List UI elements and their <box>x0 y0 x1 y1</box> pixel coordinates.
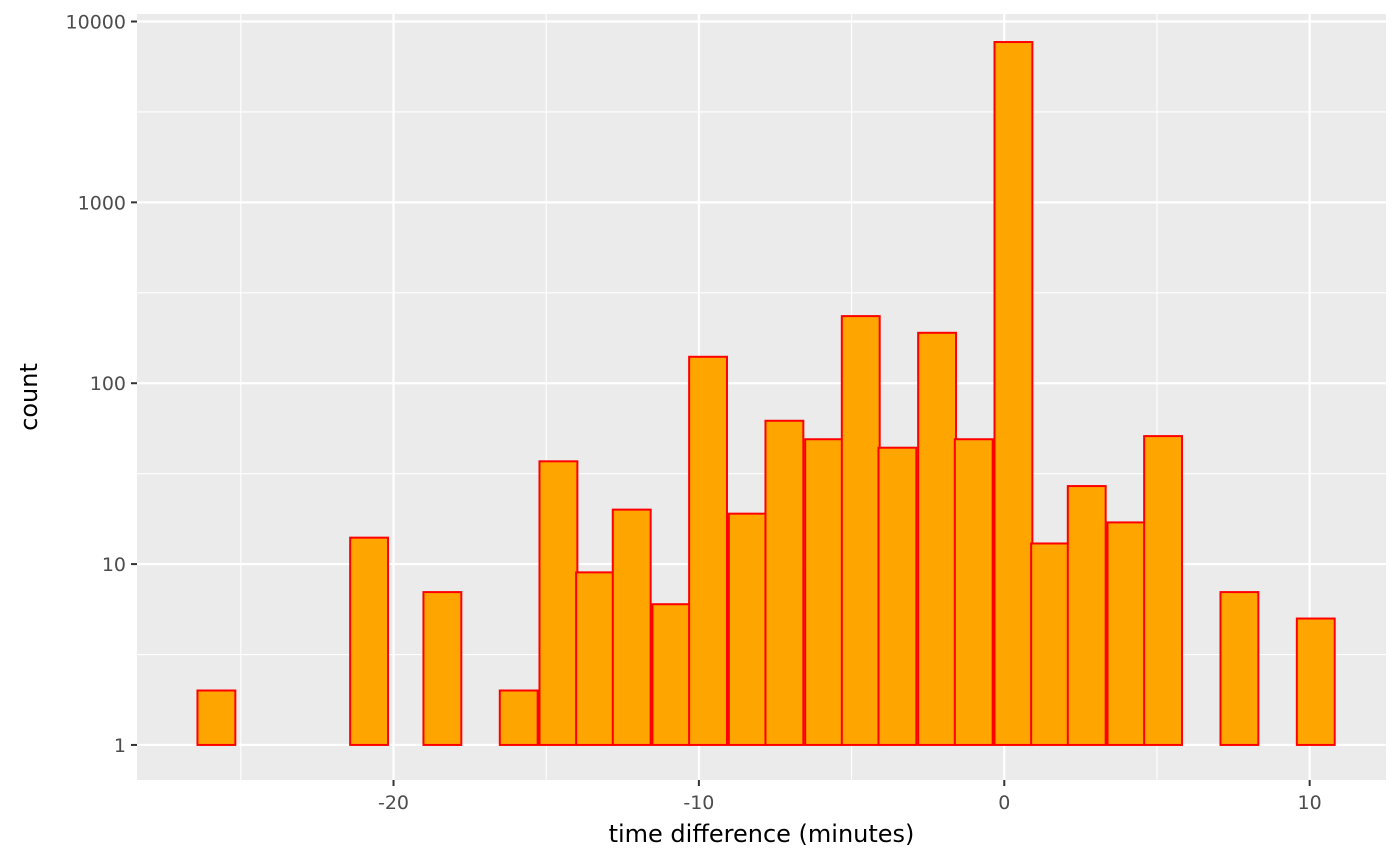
histogram-bar <box>1066 485 1107 746</box>
y-axis-title: count <box>15 363 43 431</box>
histogram-bar <box>498 689 539 746</box>
y-tick-label: 10000 <box>66 11 126 33</box>
x-tick-label: 10 <box>1298 792 1322 814</box>
histogram-bar <box>538 460 579 746</box>
histogram-bar <box>575 571 616 746</box>
x-tick-label: 0 <box>998 792 1010 814</box>
histogram-bar <box>1219 591 1260 746</box>
histogram-bar <box>422 591 463 746</box>
histogram-bar <box>196 689 237 746</box>
histogram-bars <box>196 41 1336 746</box>
histogram-bar <box>1106 521 1147 746</box>
histogram-bar <box>764 419 805 746</box>
histogram-bar <box>953 438 994 746</box>
x-axis-title: time difference (minutes) <box>609 820 915 848</box>
histogram-bar <box>1295 617 1336 746</box>
histogram-bar <box>993 41 1034 746</box>
y-tick-label: 1 <box>114 735 126 757</box>
histogram-bar <box>877 446 918 746</box>
y-tick-label: 1000 <box>78 192 126 214</box>
histogram-bar <box>651 603 692 746</box>
histogram-bar <box>804 438 845 746</box>
histogram-bar <box>688 355 728 746</box>
histogram-bar <box>1143 435 1184 746</box>
histogram-bar <box>840 315 881 746</box>
x-axis-ticks: -20 -10 0 10 <box>378 780 1322 814</box>
histogram-bar <box>917 331 958 746</box>
y-axis-ticks: 1 10 100 1000 10000 <box>66 11 137 757</box>
histogram-bar <box>611 508 652 746</box>
histogram-bar <box>727 512 768 746</box>
y-tick-label: 100 <box>90 373 126 395</box>
x-tick-label: -20 <box>378 792 409 814</box>
y-tick-label: 10 <box>102 554 126 576</box>
histogram-bar <box>349 536 390 746</box>
histogram-bar <box>1030 542 1071 746</box>
x-tick-label: -10 <box>683 792 714 814</box>
